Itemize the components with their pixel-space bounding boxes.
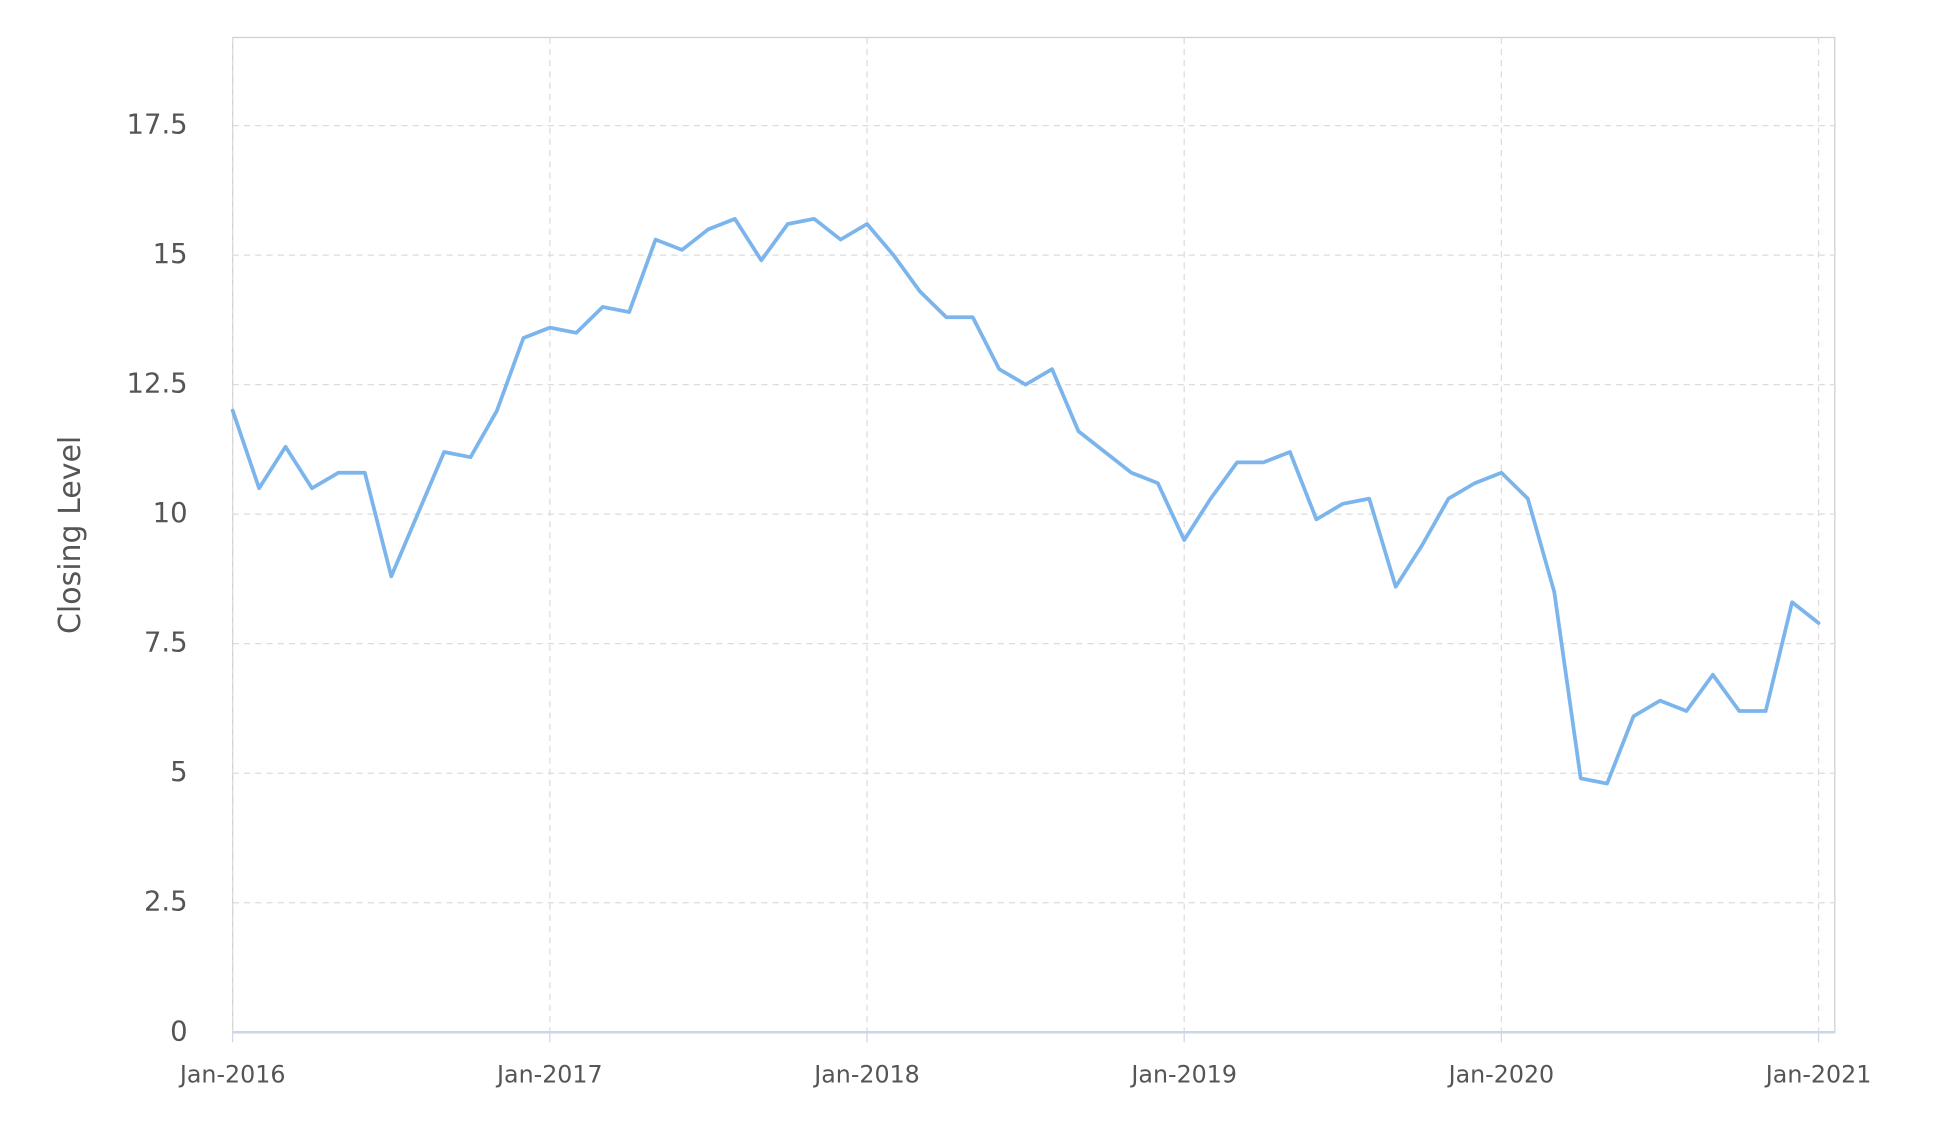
y-tick-label: 15 — [153, 238, 188, 270]
data-line — [230, 216, 1821, 786]
x-tick-label: Jan-2019 — [1129, 1061, 1237, 1089]
x-tick-label: Jan-2018 — [812, 1061, 920, 1089]
y-tick-label: 12.5 — [126, 368, 187, 400]
y-axis-title: Closing Level — [53, 436, 88, 634]
y-tick-label: 2.5 — [144, 886, 188, 918]
x-tick-label: Jan-2016 — [178, 1061, 286, 1089]
y-tick-label: 10 — [153, 497, 188, 529]
y-tick-label: 7.5 — [144, 627, 188, 659]
y-tick-label: 0 — [170, 1015, 188, 1047]
y-tick-label: 5 — [170, 756, 188, 788]
x-tick-label: Jan-2020 — [1447, 1061, 1555, 1089]
x-tick-label: Jan-2021 — [1764, 1061, 1872, 1089]
x-tick-label: Jan-2017 — [495, 1061, 603, 1089]
plot-frame — [232, 36, 1836, 1033]
y-tick-label: 17.5 — [126, 109, 187, 141]
